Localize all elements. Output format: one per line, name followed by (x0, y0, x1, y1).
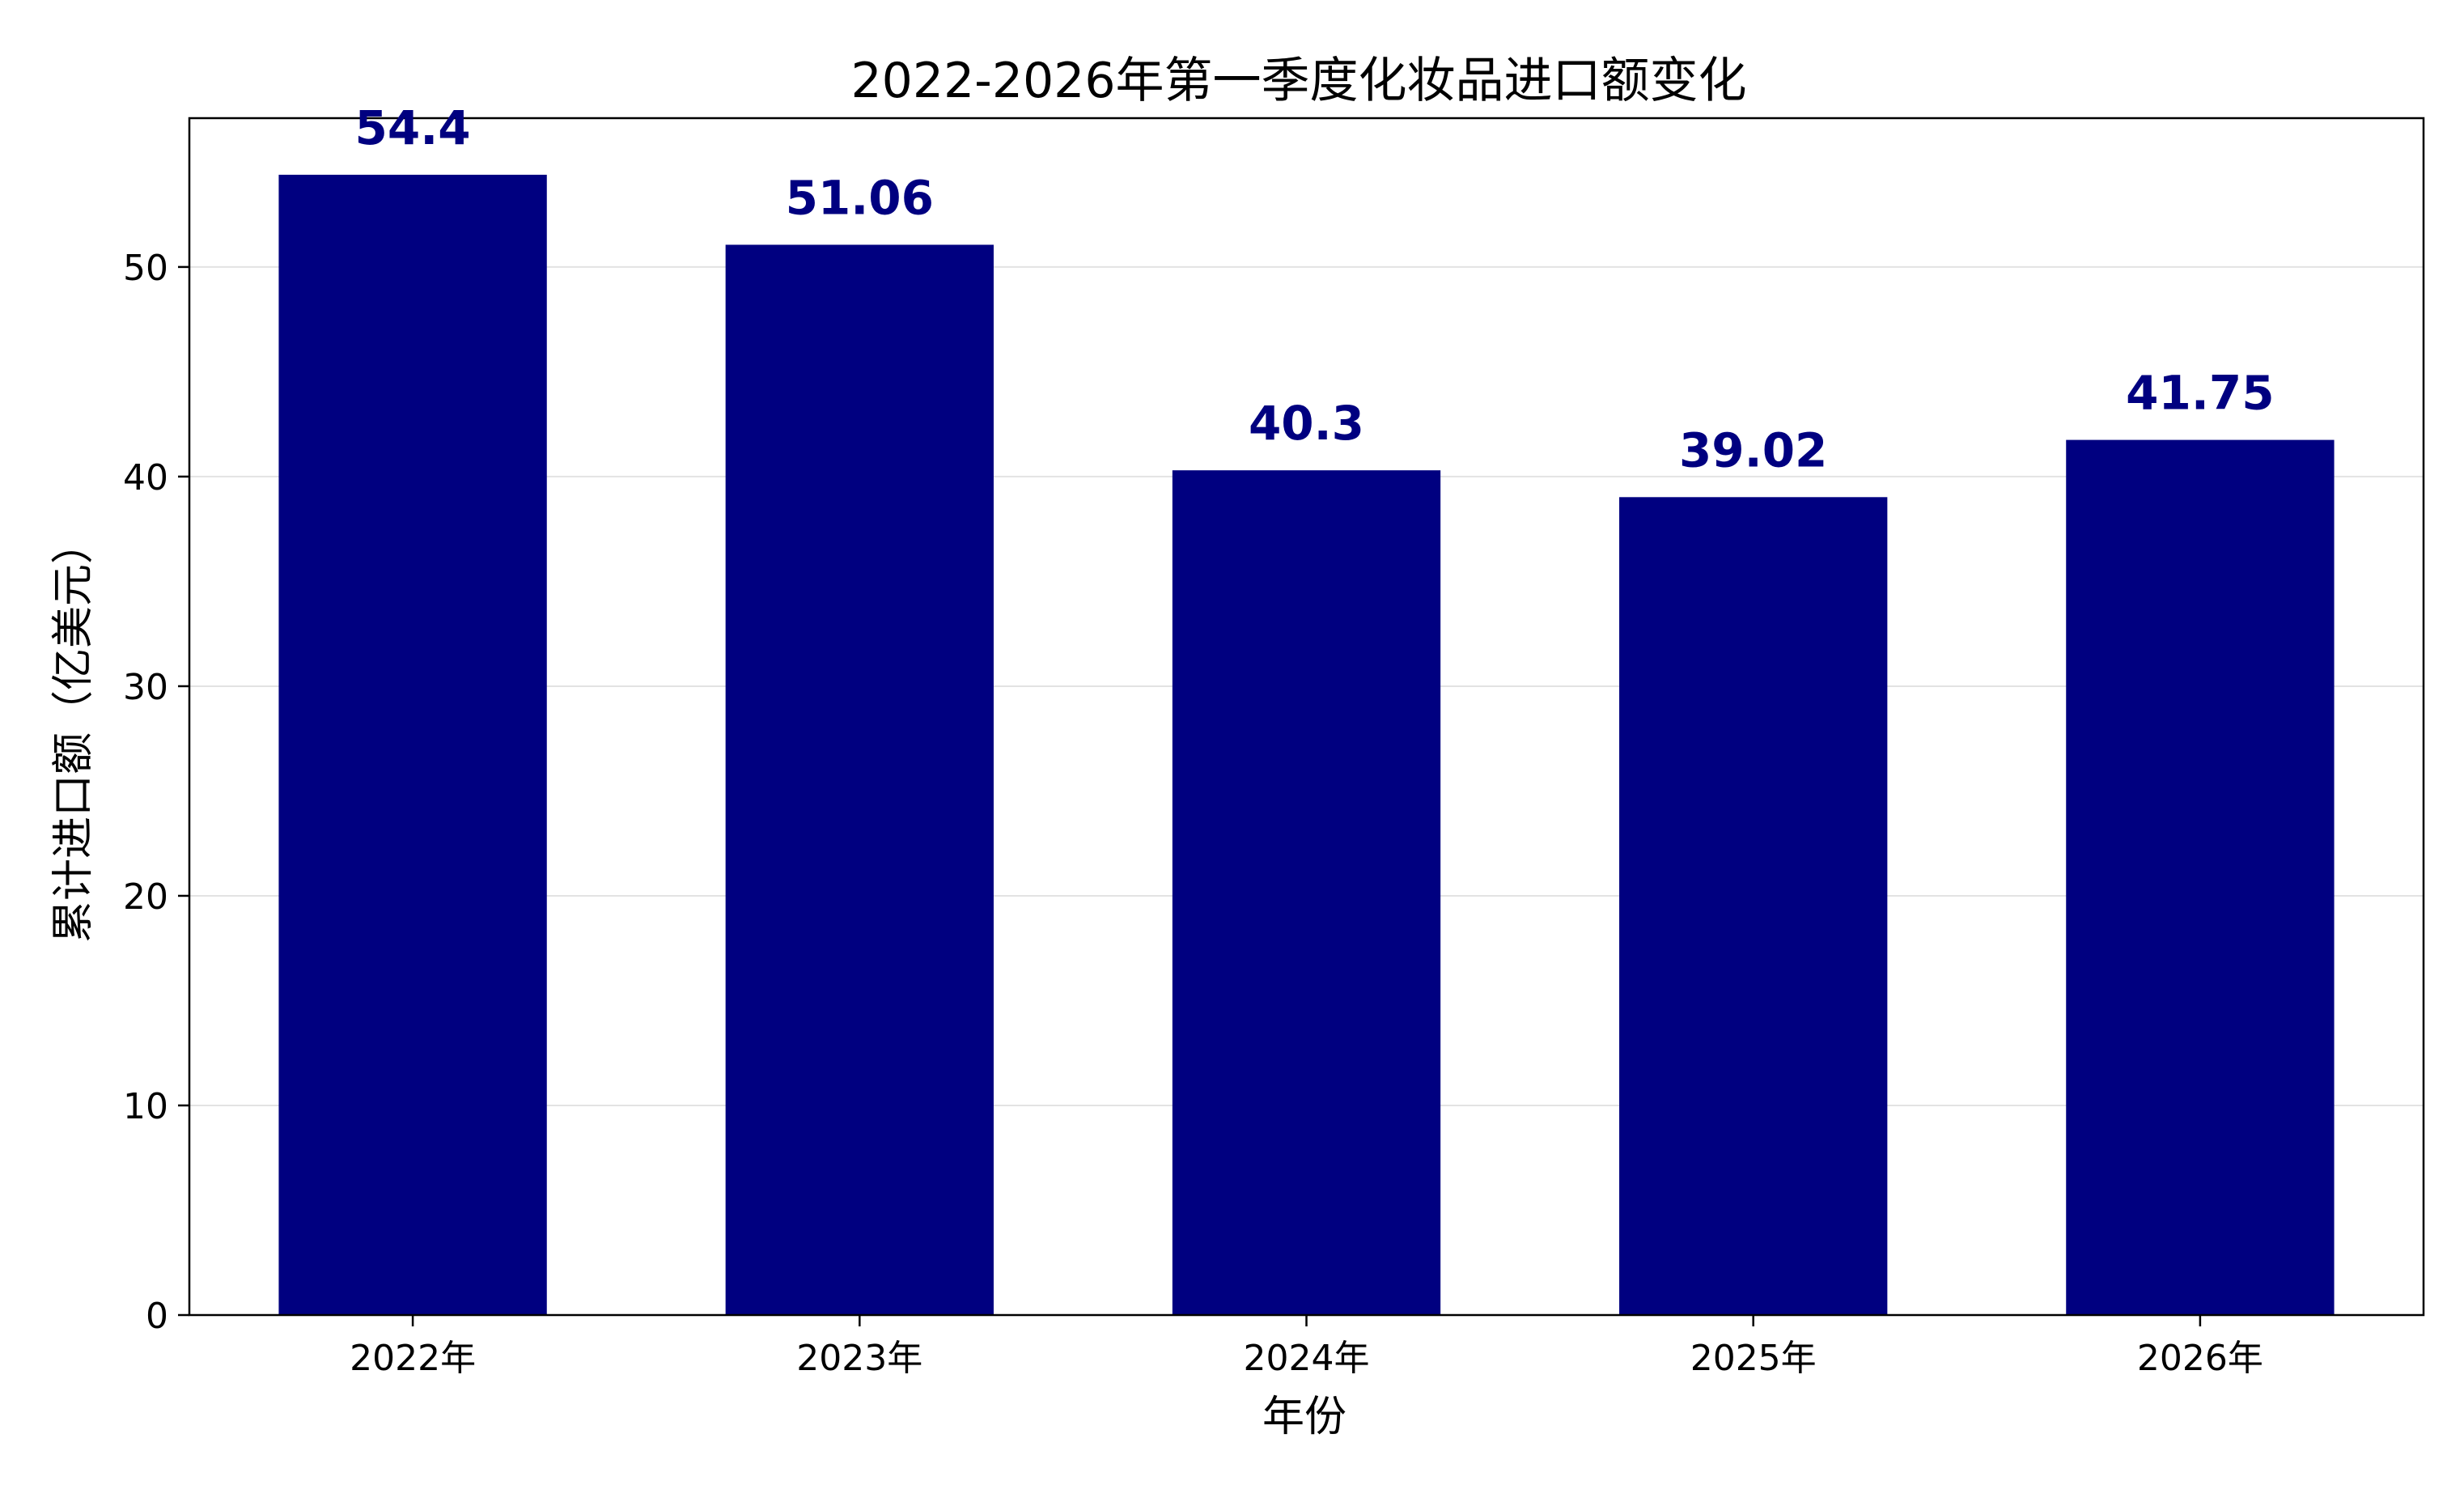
x-tick-label: 2024年 (1244, 1338, 1370, 1379)
y-tick-label: 20 (123, 876, 168, 918)
bar (278, 174, 547, 1316)
bar (725, 244, 994, 1315)
x-tick-label: 2025年 (1690, 1338, 1817, 1379)
y-tick-label: 10 (123, 1086, 168, 1127)
y-tick-label: 50 (123, 248, 168, 289)
bars (278, 174, 2335, 1316)
chart-title: 2022-2026年第一季度化妆品进口额变化 (850, 53, 1746, 109)
y-tick-label: 0 (146, 1296, 168, 1337)
data-labels: 54.4 51.06 40.3 39.02 41.75 (355, 100, 2275, 477)
bar (2066, 439, 2335, 1316)
x-tick-label: 2022年 (350, 1338, 476, 1379)
y-axis-label: 累计进口额（亿美元） (49, 522, 98, 943)
x-tick-label: 2023年 (796, 1338, 922, 1379)
x-axis-ticks: 2022年 2023年 2024年 2025年 2026年 (350, 1315, 2263, 1379)
y-tick-label: 40 (123, 457, 168, 499)
x-tick-label: 2026年 (2137, 1338, 2263, 1379)
data-label: 39.02 (1679, 422, 1827, 477)
bar (1619, 497, 1888, 1315)
y-tick-label: 30 (123, 667, 168, 708)
data-label: 40.3 (1249, 396, 1364, 451)
y-axis-ticks: 0 10 20 30 40 50 (123, 248, 189, 1337)
data-label: 51.06 (786, 170, 934, 225)
bar (1172, 470, 1441, 1315)
x-axis-label: 年份 (1262, 1393, 1347, 1441)
data-label: 54.4 (355, 100, 471, 155)
data-label: 41.75 (2126, 366, 2274, 421)
